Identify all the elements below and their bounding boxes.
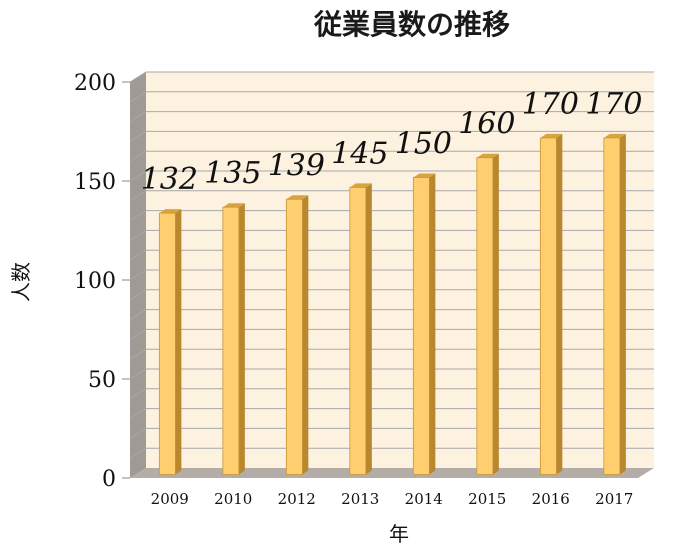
gridline-side xyxy=(129,348,147,360)
y-tick-label: 0 xyxy=(102,467,116,492)
bar-2017 xyxy=(603,133,626,475)
gridline-side xyxy=(129,190,147,202)
gridline-side xyxy=(129,368,147,380)
bar-top xyxy=(286,195,309,200)
gridline-side xyxy=(129,328,147,340)
bar-side xyxy=(556,133,563,475)
y-axis-label: 人数 xyxy=(9,262,33,302)
data-label-2017: 170 xyxy=(585,87,642,122)
bar-2009 xyxy=(158,209,182,475)
y-tick-label: 100 xyxy=(74,269,116,294)
x-tick-label: 2017 xyxy=(595,490,633,508)
x-tick-label: 2010 xyxy=(214,490,252,508)
x-tick-label: 2016 xyxy=(532,490,570,508)
x-tick-label: 2009 xyxy=(151,490,189,508)
bar-side xyxy=(365,183,372,475)
bar-2016 xyxy=(539,133,563,475)
bar-2015 xyxy=(476,153,499,475)
bar-front xyxy=(222,206,240,475)
bar-top xyxy=(540,133,563,138)
gridline-side xyxy=(129,388,147,400)
gridline-side xyxy=(129,408,147,420)
gridline-side xyxy=(129,210,147,222)
gridline-side xyxy=(129,447,147,459)
bar-front xyxy=(539,137,557,475)
bar-front xyxy=(285,198,303,475)
bar-2010 xyxy=(222,203,245,475)
bar-side xyxy=(238,203,245,475)
bar-front xyxy=(158,212,176,475)
gridline-side xyxy=(129,289,147,301)
y-tick-label: 50 xyxy=(88,368,116,393)
bar-front xyxy=(412,177,430,475)
gridline-side xyxy=(129,309,147,321)
x-axis-label: 年 xyxy=(389,522,409,546)
data-label-2010: 135 xyxy=(204,156,261,191)
gridline-side xyxy=(129,111,147,123)
bar-front xyxy=(476,157,494,475)
gridline-side xyxy=(129,130,147,142)
gridline-side xyxy=(129,170,147,182)
gridline-side xyxy=(129,91,147,103)
floor xyxy=(130,468,654,478)
data-label-2009: 132 xyxy=(141,162,198,197)
bar-front xyxy=(349,186,367,475)
bar-top xyxy=(603,133,626,138)
data-label-2013: 145 xyxy=(331,136,388,171)
bar-top xyxy=(222,203,245,208)
bars xyxy=(158,133,626,475)
bar-side xyxy=(302,195,309,475)
gridline-side xyxy=(129,427,147,439)
bar-side xyxy=(619,133,626,475)
bar-side xyxy=(492,153,499,475)
gridline-side xyxy=(129,249,147,261)
bar-2013 xyxy=(349,183,372,475)
bar-side xyxy=(175,209,182,475)
y-tick-label: 150 xyxy=(74,170,116,195)
data-label-2015: 160 xyxy=(458,107,515,142)
data-label-2016: 170 xyxy=(522,87,579,122)
x-axis-ticks: 2009 2010 2012 2013 2014 2015 2016 2017 xyxy=(151,490,634,508)
x-tick-label: 2014 xyxy=(405,490,443,508)
x-tick-label: 2015 xyxy=(468,490,506,508)
bar-top xyxy=(413,173,436,178)
gridline-side xyxy=(129,229,147,241)
gridline-side xyxy=(129,71,147,83)
x-tick-label: 2012 xyxy=(278,490,316,508)
bar-top xyxy=(159,209,182,214)
data-label-2014: 150 xyxy=(395,127,452,162)
bar-side xyxy=(429,173,436,475)
x-tick-label: 2013 xyxy=(341,490,379,508)
chart-title: 従業員数の推移 xyxy=(313,8,510,41)
bar-top xyxy=(476,153,499,158)
gridline-side xyxy=(129,150,147,162)
bar-2012 xyxy=(285,195,309,475)
bar-front xyxy=(603,137,621,475)
gridline-side xyxy=(129,269,147,281)
y-tick-label: 200 xyxy=(74,71,116,96)
y-axis-ticks: 0 50 100 150 200 xyxy=(74,71,130,492)
data-label-2012: 139 xyxy=(268,148,325,183)
chart-walls xyxy=(130,72,654,478)
bar-top xyxy=(349,183,372,188)
bar-2014 xyxy=(412,173,436,475)
